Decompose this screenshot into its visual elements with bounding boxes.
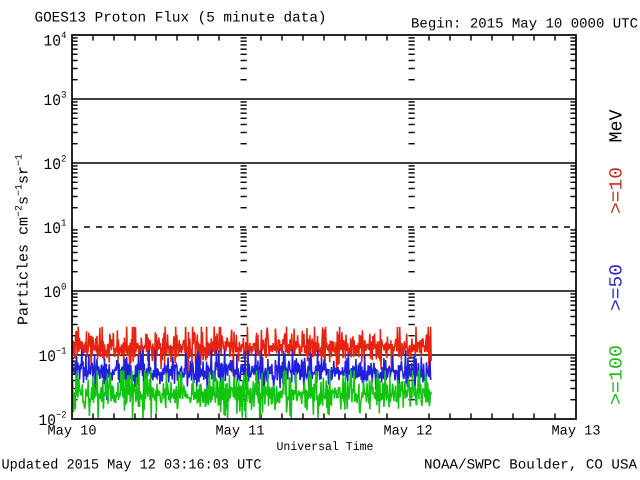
svg-text:NOAA/SWPC Boulder, CO USA: NOAA/SWPC Boulder, CO USA [424,458,638,474]
svg-text:2: 2 [61,154,67,165]
svg-text:10: 10 [39,348,57,366]
svg-text:May 12: May 12 [384,424,433,440]
svg-text:May 10: May 10 [48,424,97,440]
svg-text:MeV: MeV [607,110,628,143]
svg-text:Updated 2015 May 12 03:16:03 U: Updated 2015 May 12 03:16:03 UTC [2,458,262,474]
svg-text:>=50: >=50 [607,264,628,311]
svg-text:3: 3 [61,90,67,101]
svg-text:10: 10 [44,220,62,238]
svg-text:4: 4 [61,30,67,41]
svg-text:10: 10 [44,156,62,174]
svg-text:May 11: May 11 [216,424,265,440]
svg-text:1: 1 [61,218,67,229]
svg-text:Universal Time: Universal Time [277,440,374,454]
svg-text:>=10: >=10 [607,167,628,214]
svg-text:−1: −1 [56,346,67,357]
svg-text:0: 0 [61,282,67,293]
svg-text:−2: −2 [56,410,67,421]
svg-text:10: 10 [44,284,62,302]
svg-text:10: 10 [39,412,57,430]
svg-text:>=100: >=100 [607,345,628,405]
svg-text:GOES13 Proton Flux (5 minute d: GOES13 Proton Flux (5 minute data) [35,11,327,27]
svg-text:May 13: May 13 [552,424,601,440]
svg-text:10: 10 [44,32,62,50]
svg-text:Begin: 2015 May 10 0000 UTC: Begin: 2015 May 10 0000 UTC [411,17,638,33]
svg-text:10: 10 [44,92,62,110]
svg-text:Particles cm−2s−1sr−1: Particles cm−2s−1sr−1 [15,154,33,325]
